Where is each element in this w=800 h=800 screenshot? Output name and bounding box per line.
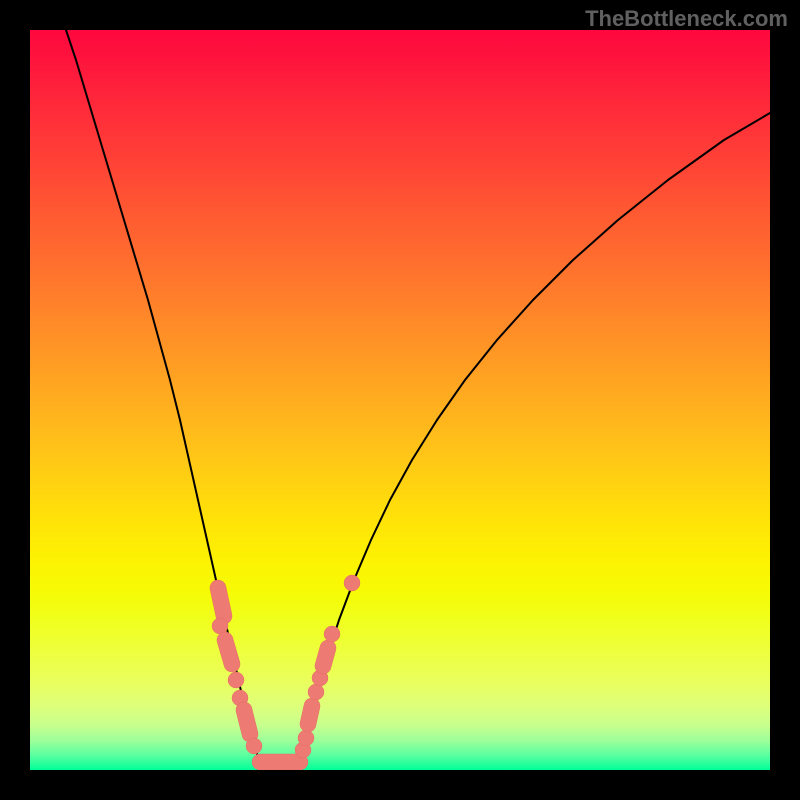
attribution-label: TheBottleneck.com bbox=[585, 6, 788, 32]
chart-root: TheBottleneck.com bbox=[0, 0, 800, 800]
data-marker bbox=[344, 575, 360, 591]
data-marker bbox=[324, 626, 340, 642]
data-marker bbox=[308, 684, 324, 700]
data-marker bbox=[228, 672, 244, 688]
data-marker bbox=[212, 618, 228, 634]
data-marker bbox=[298, 730, 314, 746]
plot-background bbox=[30, 30, 770, 770]
bottleneck-chart bbox=[0, 0, 800, 800]
data-marker bbox=[246, 738, 262, 754]
